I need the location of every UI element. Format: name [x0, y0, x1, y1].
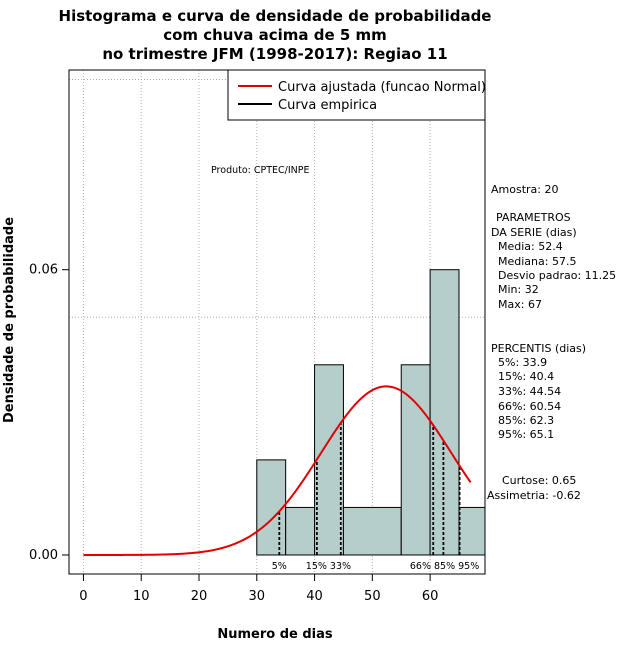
x-tick-label-6: 60: [422, 589, 439, 604]
legend: Curva ajustada (funcao Normal) Curva emp…: [227, 69, 486, 121]
axes: 0 10 20 30 40 50 60 0.00 0.06: [29, 263, 438, 604]
x-tick-label-1: 10: [133, 589, 150, 604]
stat-p85: 85%: 62.3: [498, 414, 554, 427]
histogram-bar-3: [342, 506, 402, 556]
stat-p15: 15%: 40.4: [498, 370, 554, 383]
stat-sd: Desvio padrao: 11.25: [498, 269, 616, 282]
stat-p66: 66%: 60.54: [498, 400, 561, 413]
legend-label-empirical: Curva empirica: [278, 98, 377, 113]
legend-label-fitted: Curva ajustada (funcao Normal): [278, 80, 486, 95]
histogram-bar-5: [429, 269, 460, 556]
x-tick-label-2: 20: [191, 589, 208, 604]
grid: [69, 70, 485, 574]
percentile-label-group-0: 5%: [272, 561, 287, 572]
y-tick-label-1: 0.06: [29, 263, 58, 278]
stat-curtose: Curtose: 0.65: [502, 474, 576, 487]
x-tick-label-4: 40: [306, 589, 323, 604]
stat-p5: 5%: 33.9: [498, 356, 547, 369]
percentile-label-group-2: 66% 85% 95%: [410, 561, 479, 572]
x-tick-label-5: 50: [364, 589, 381, 604]
percentile-lines: 5% 15% 33% 66% 85% 95%: [272, 422, 479, 572]
x-tick-label-0: 0: [79, 589, 87, 604]
stat-params-title-1: PARAMETROS: [496, 211, 571, 224]
histogram-bar-4: [400, 364, 431, 556]
chart-title-line-1: Histograma e curva de densidade de proba…: [59, 7, 492, 25]
stat-assimetria: Assimetria: -0.62: [487, 489, 581, 502]
y-tick-label-0: 0.00: [29, 548, 58, 563]
percentile-label-group-1: 15% 33%: [306, 561, 351, 572]
normal-curve-layer: [83, 385, 472, 556]
legend-box: [227, 69, 486, 121]
x-tick-label-3: 30: [249, 589, 266, 604]
stat-mean: Media: 52.4: [498, 240, 563, 253]
stat-p95: 95%: 65.1: [498, 428, 554, 441]
stat-sample: Amostra: 20: [491, 183, 558, 196]
histogram-bar-1: [285, 506, 316, 556]
normal-curve: [83, 385, 472, 556]
chart-title-line-2: com chuva acima de 5 mm: [163, 26, 387, 44]
histogram-bar-2: [314, 364, 344, 556]
stat-min: Min: 32: [498, 283, 539, 296]
stat-percentis-title: PERCENTIS (dias): [491, 342, 586, 355]
histogram-bar-0: [256, 459, 287, 556]
stats-panel: Amostra: 20 PARAMETROS DA SERIE (dias) M…: [487, 183, 616, 502]
stat-max: Max: 67: [498, 298, 542, 311]
histogram-bars: [256, 269, 486, 556]
chart-title-line-3: no trimestre JFM (1998-2017): Regiao 11: [102, 45, 447, 63]
x-axis-title: Numero de dias: [217, 627, 333, 642]
product-note: Produto: CPTEC/INPE: [211, 165, 310, 176]
stat-p33: 33%: 44.54: [498, 385, 561, 398]
histogram-bar-6: [458, 506, 486, 556]
y-axis-title: Densidade de probabilidade: [2, 217, 17, 423]
stat-params-title-2: DA SERIE (dias): [491, 226, 577, 239]
stat-median: Mediana: 57.5: [498, 255, 576, 268]
